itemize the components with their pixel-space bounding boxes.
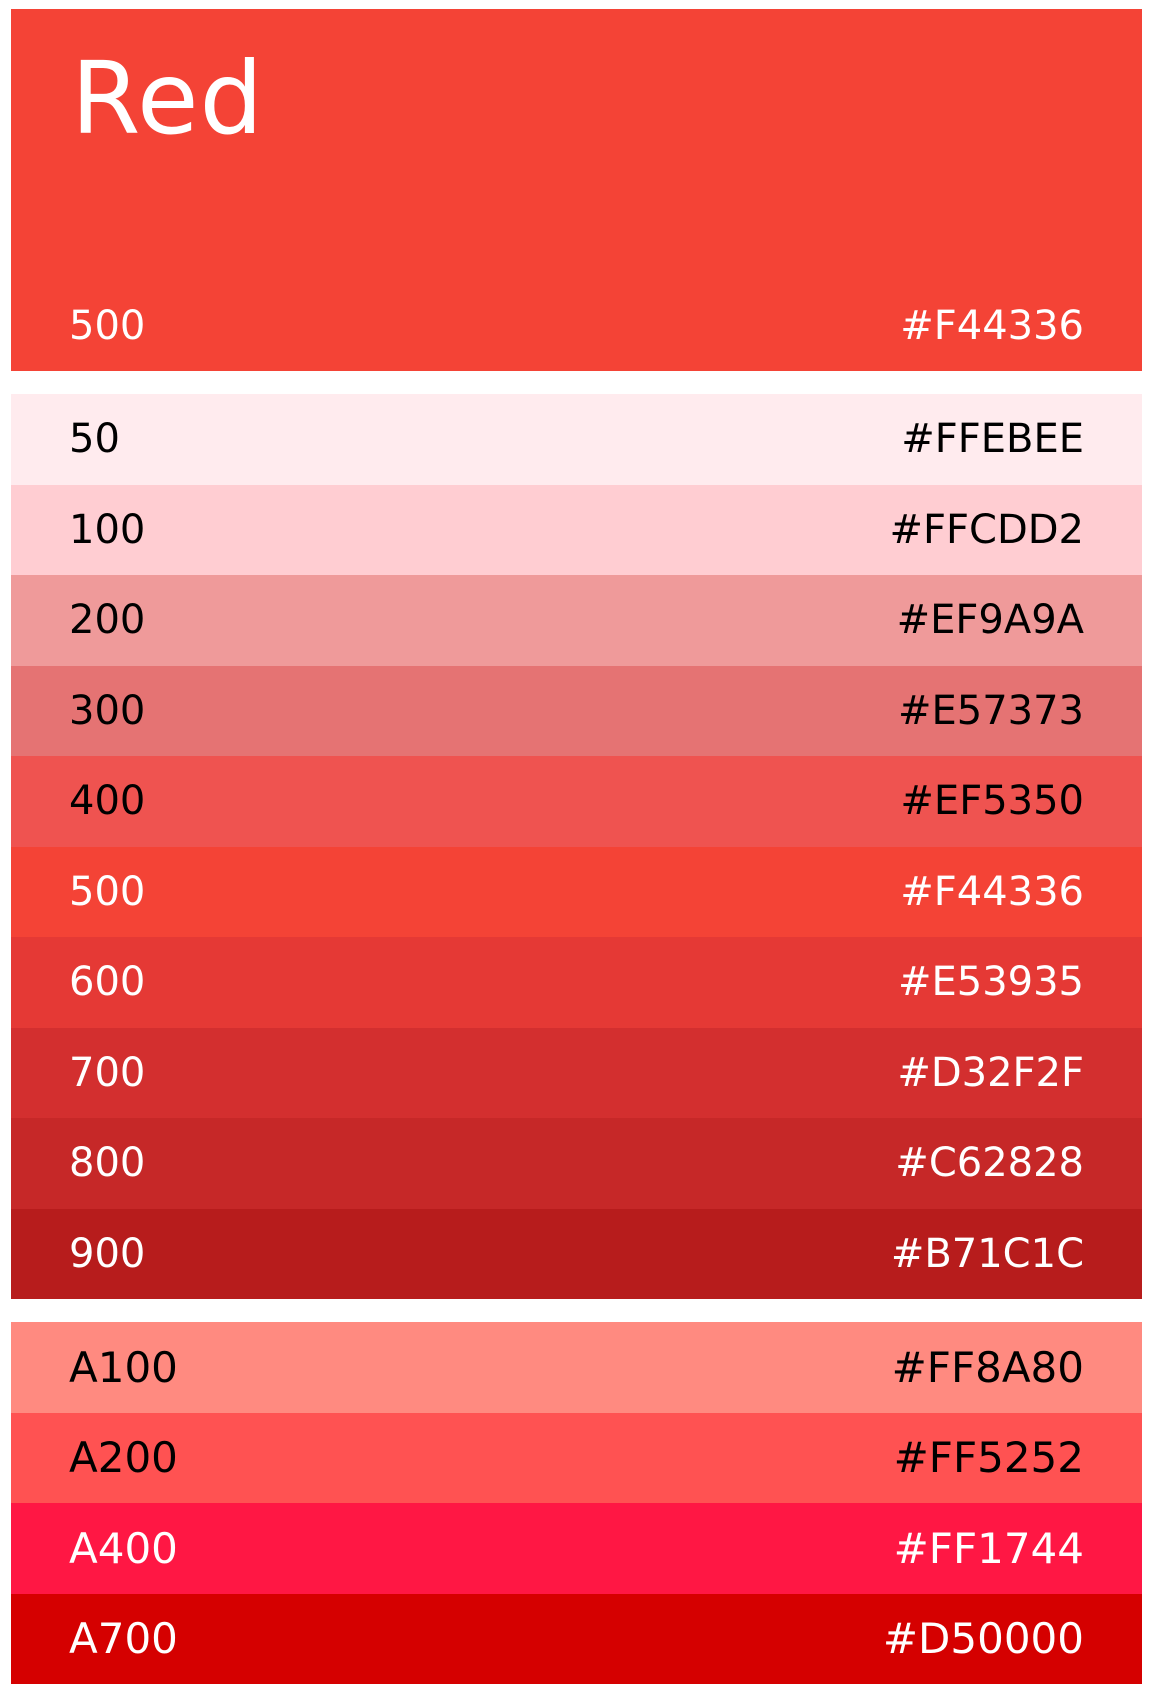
shades-group: 50 #FFEBEE 100 #FFCDD2 200 #EF9A9A 300 #E57373 4… xyxy=(11,394,1142,1299)
swatch-hex-label: #F44336 xyxy=(900,868,1084,915)
swatch-hex-label: #E53935 xyxy=(897,959,1084,1006)
swatch-900: 900 #B71C1C xyxy=(11,1208,1142,1299)
swatch-shade-label: 600 xyxy=(69,959,146,1006)
color-palette: Red 500 #F44336 50 #FFEBEE 100 #FFCDD2 200 #E… xyxy=(11,9,1142,1684)
swatch-hex-label: #FFEBEE xyxy=(901,416,1084,463)
accents-group: A100 #FF8A80 A200 #FF5252 A400 #FF1744 A700 #D5… xyxy=(11,1322,1142,1684)
swatch-hex-label: #FF8A80 xyxy=(891,1342,1084,1392)
primary-swatch-info: 500 #F44336 xyxy=(11,283,1142,369)
swatch-hex-label: #EF5350 xyxy=(900,778,1084,825)
swatch-a200: A200 #FF5252 xyxy=(11,1412,1142,1503)
swatch-a100: A100 #FF8A80 xyxy=(11,1322,1142,1413)
swatch-500: 500 #F44336 xyxy=(11,846,1142,937)
swatch-shade-label: A400 xyxy=(69,1523,178,1573)
swatch-shade-label: 800 xyxy=(69,1140,146,1187)
swatch-600: 600 #E53935 xyxy=(11,937,1142,1028)
swatch-shade-label: 700 xyxy=(69,1049,146,1096)
swatch-hex-label: #FF5252 xyxy=(893,1433,1084,1483)
swatch-shade-label: 300 xyxy=(69,687,146,734)
swatch-shade-label: A200 xyxy=(69,1433,178,1483)
swatch-50: 50 #FFEBEE xyxy=(11,394,1142,485)
swatch-a400: A400 #FF1744 xyxy=(11,1503,1142,1594)
primary-hex-label: #F44336 xyxy=(900,303,1084,349)
swatch-shade-label: 100 xyxy=(69,506,146,553)
swatch-hex-label: #E57373 xyxy=(897,687,1084,734)
swatch-hex-label: #B71C1C xyxy=(890,1230,1084,1277)
swatch-hex-label: #C62828 xyxy=(895,1140,1084,1187)
swatch-800: 800 #C62828 xyxy=(11,1118,1142,1209)
swatch-shade-label: 200 xyxy=(69,597,146,644)
swatch-shade-label: A700 xyxy=(69,1614,178,1664)
palette-header: Red 500 #F44336 xyxy=(11,9,1142,371)
swatch-hex-label: #D50000 xyxy=(882,1614,1084,1664)
swatch-shade-label: 900 xyxy=(69,1230,146,1277)
primary-shade-label: 500 xyxy=(69,303,146,349)
swatch-300: 300 #E57373 xyxy=(11,665,1142,756)
swatch-hex-label: #FF1744 xyxy=(893,1523,1084,1573)
swatch-shade-label: A100 xyxy=(69,1342,178,1392)
swatch-700: 700 #D32F2F xyxy=(11,1027,1142,1118)
swatch-shade-label: 50 xyxy=(69,416,120,463)
swatch-hex-label: #FFCDD2 xyxy=(889,506,1084,553)
palette-title: Red xyxy=(71,40,264,157)
swatch-hex-label: #EF9A9A xyxy=(896,597,1084,644)
swatch-400: 400 #EF5350 xyxy=(11,756,1142,847)
swatch-100: 100 #FFCDD2 xyxy=(11,484,1142,575)
swatch-shade-label: 500 xyxy=(69,868,146,915)
swatch-a700: A700 #D50000 xyxy=(11,1593,1142,1684)
swatch-200: 200 #EF9A9A xyxy=(11,575,1142,666)
swatch-hex-label: #D32F2F xyxy=(897,1049,1084,1096)
swatch-shade-label: 400 xyxy=(69,778,146,825)
